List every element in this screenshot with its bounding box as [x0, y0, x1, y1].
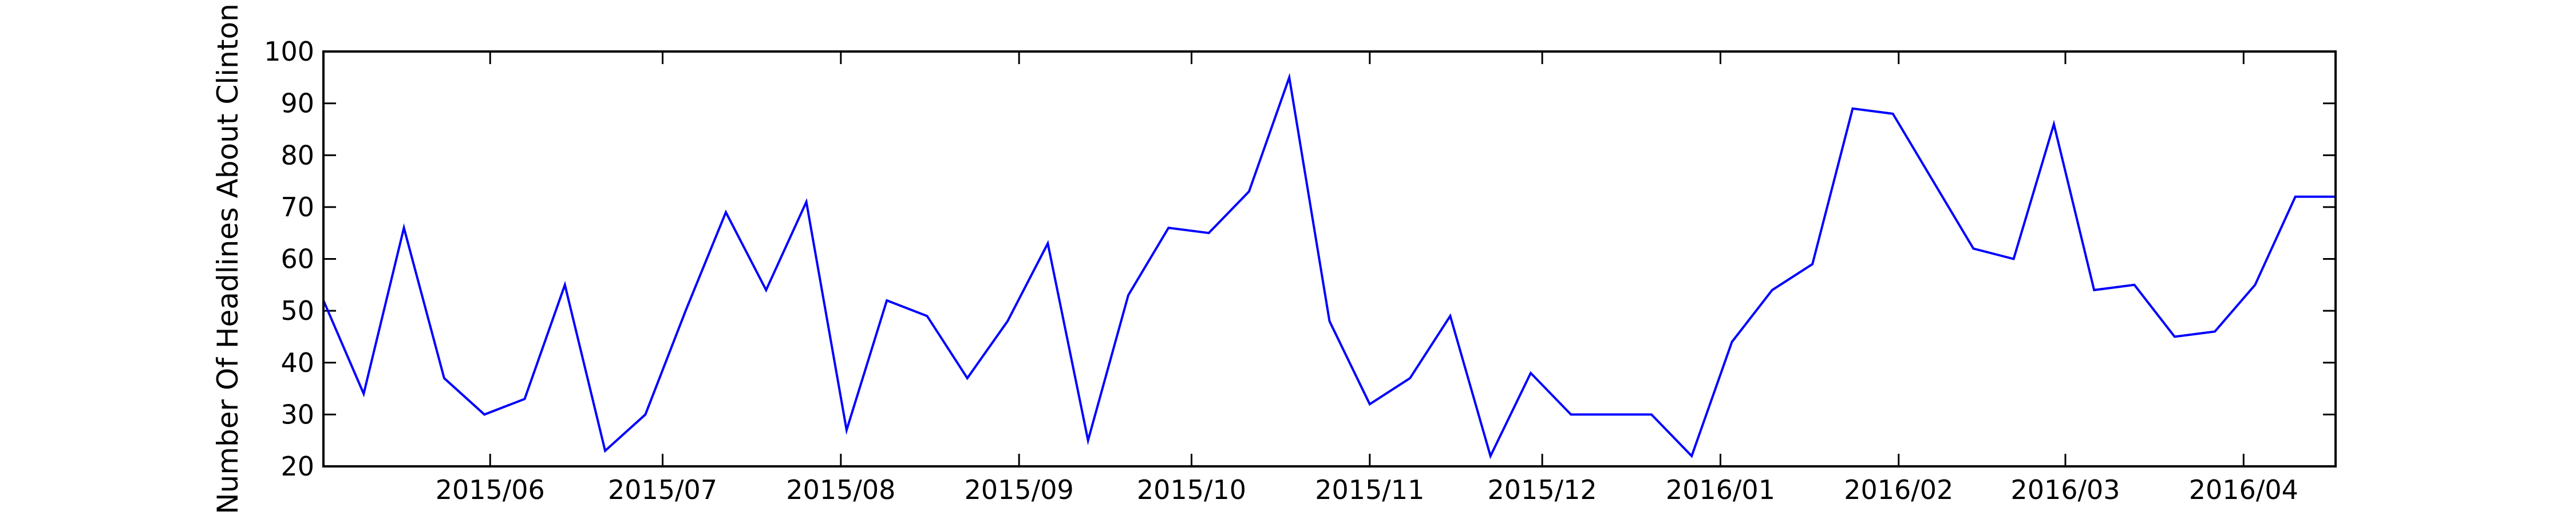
y-tick-label: 90 [280, 88, 314, 119]
y-tick-label: 30 [280, 399, 314, 430]
y-axis-label: Number Of Headlines About Clinton [211, 3, 244, 514]
x-tick-label: 2016/02 [1844, 474, 1953, 505]
y-tick-label: 50 [280, 295, 314, 326]
x-tick-label: 2015/08 [786, 474, 895, 505]
series-line [322, 73, 2336, 459]
y-tick-label: 70 [280, 192, 314, 223]
tick-marks [323, 50, 2336, 468]
y-tick-label: 20 [280, 451, 314, 482]
tick-labels: 20 30 40 50 60 70 80 90 100 2015/06 2015/07 2015/08… [264, 36, 2298, 505]
y-tick-label: 100 [264, 36, 314, 67]
series-layer [322, 73, 2336, 459]
plot-area-frame [322, 50, 2337, 468]
x-tick-label: 2015/11 [1315, 474, 1424, 505]
y-tick-label: 40 [280, 347, 314, 378]
y-tick-label: 60 [280, 244, 314, 275]
x-tick-label: 2015/07 [608, 474, 717, 505]
y-tick-label: 80 [280, 140, 314, 171]
x-tick-label: 2015/12 [1488, 474, 1597, 505]
x-tick-label: 2015/09 [965, 474, 1074, 505]
x-tick-label: 2015/10 [1137, 474, 1246, 505]
x-tick-label: 2016/04 [2189, 474, 2298, 505]
x-tick-label: 2015/06 [436, 474, 545, 505]
x-tick-label: 2016/01 [1666, 474, 1775, 505]
x-tick-label: 2016/03 [2010, 474, 2120, 505]
